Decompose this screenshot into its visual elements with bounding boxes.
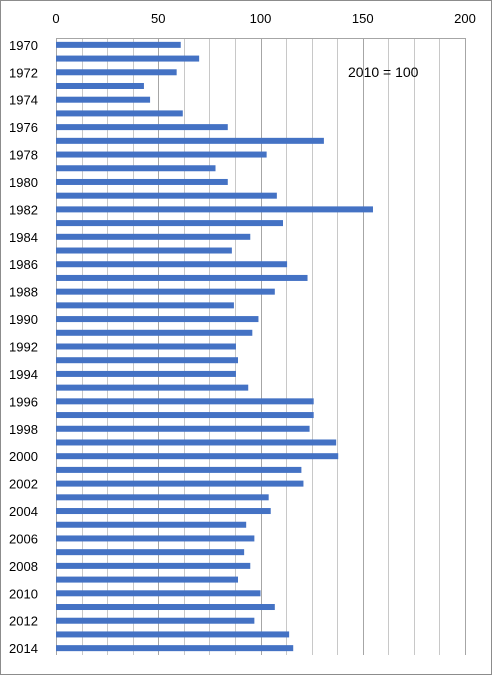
- bar-1994: [56, 370, 236, 377]
- bar-1987: [56, 274, 308, 281]
- category-label-1992: 1992: [9, 340, 38, 355]
- bar-1986: [56, 261, 288, 268]
- bar-1993: [56, 357, 239, 364]
- bar-1970: [56, 41, 181, 48]
- base-year-annotation: 2010 = 100: [348, 64, 419, 80]
- bar-1996: [56, 398, 314, 405]
- bar-2013: [56, 631, 290, 638]
- bar-1999: [56, 439, 337, 446]
- category-label-1974: 1974: [9, 93, 38, 108]
- bar-1992: [56, 343, 236, 350]
- bar-1989: [56, 302, 234, 309]
- category-label-1972: 1972: [9, 65, 38, 80]
- category-label-1976: 1976: [9, 120, 38, 135]
- x-tick-label: 50: [151, 11, 165, 26]
- bar-1979: [56, 165, 216, 172]
- bar-2012: [56, 617, 255, 624]
- bar-1973: [56, 82, 144, 89]
- bar-1972: [56, 69, 177, 76]
- category-label-2010: 2010: [9, 586, 38, 601]
- bar-2000: [56, 453, 339, 460]
- category-label-1990: 1990: [9, 312, 38, 327]
- x-tick-label: 0: [52, 11, 59, 26]
- bar-1976: [56, 124, 228, 131]
- category-label-2006: 2006: [9, 531, 38, 546]
- category-label-1986: 1986: [9, 257, 38, 272]
- category-label-2002: 2002: [9, 477, 38, 492]
- bar-1978: [56, 151, 267, 158]
- x-axis-tick-labels: 0 50 100 150 200: [52, 11, 475, 26]
- x-tick-label: 100: [250, 11, 272, 26]
- bar-2006: [56, 535, 255, 542]
- category-label-2004: 2004: [9, 504, 38, 519]
- bar-1995: [56, 384, 249, 391]
- bars: [56, 41, 373, 652]
- category-label-1980: 1980: [9, 175, 38, 190]
- category-label-1982: 1982: [9, 202, 38, 217]
- bar-1975: [56, 110, 183, 117]
- y-axis-category-labels: 1970 1972 1974 1976 1978 1980 1982 1984 1986 1988…: [9, 38, 38, 656]
- x-tick-label: 200: [454, 11, 476, 26]
- bar-1988: [56, 288, 275, 295]
- category-label-1988: 1988: [9, 285, 38, 300]
- bar-1990: [56, 316, 259, 323]
- category-label-1970: 1970: [9, 38, 38, 53]
- bar-2007: [56, 549, 245, 556]
- bar-2003: [56, 494, 269, 501]
- bar-2011: [56, 604, 275, 611]
- category-label-2000: 2000: [9, 449, 38, 464]
- bar-1983: [56, 220, 283, 227]
- bar-1971: [56, 55, 200, 62]
- bar-2009: [56, 576, 239, 583]
- bar-1980: [56, 178, 228, 185]
- x-tick-label: 150: [352, 11, 374, 26]
- bar-1985: [56, 247, 232, 254]
- bar-1974: [56, 96, 151, 103]
- category-label-1996: 1996: [9, 394, 38, 409]
- category-label-2012: 2012: [9, 614, 38, 629]
- bar-2004: [56, 508, 271, 515]
- bar-2010: [56, 590, 261, 597]
- bar-1977: [56, 137, 324, 144]
- category-label-1978: 1978: [9, 148, 38, 163]
- bar-1997: [56, 412, 314, 419]
- bar-2005: [56, 521, 247, 528]
- bar-1981: [56, 192, 277, 199]
- bar-1991: [56, 329, 253, 336]
- category-label-1984: 1984: [9, 230, 38, 245]
- bar-1984: [56, 233, 251, 240]
- bar-1998: [56, 425, 310, 432]
- bar-2002: [56, 480, 304, 487]
- bar-1982: [56, 206, 373, 213]
- category-label-1994: 1994: [9, 367, 38, 382]
- category-label-2008: 2008: [9, 559, 38, 574]
- bar-2001: [56, 466, 302, 473]
- category-label-2014: 2014: [9, 641, 38, 656]
- category-label-1998: 1998: [9, 422, 38, 437]
- bar-2008: [56, 562, 251, 569]
- bar-2014: [56, 645, 294, 652]
